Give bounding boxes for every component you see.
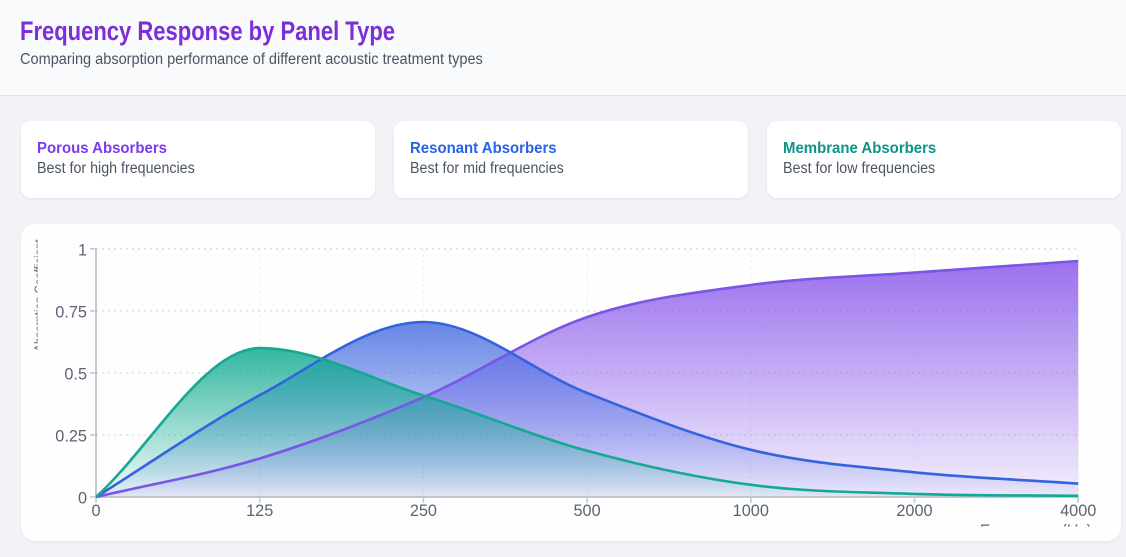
svg-text:125: 125 <box>246 502 273 520</box>
svg-text:0.25: 0.25 <box>55 427 87 445</box>
svg-text:0: 0 <box>91 502 100 520</box>
svg-text:0.75: 0.75 <box>55 303 87 321</box>
svg-text:500: 500 <box>574 502 601 520</box>
svg-text:0.5: 0.5 <box>64 365 87 383</box>
svg-text:1: 1 <box>78 241 87 259</box>
svg-text:1000: 1000 <box>733 502 769 520</box>
svg-text:0: 0 <box>78 490 87 508</box>
svg-text:4000: 4000 <box>1060 502 1096 520</box>
svg-text:Absorption Coefficient: Absorption Coefficient <box>34 239 46 352</box>
svg-text:250: 250 <box>410 502 437 520</box>
svg-text:2000: 2000 <box>896 502 932 520</box>
svg-text:Frequency (Hz): Frequency (Hz) <box>980 522 1092 540</box>
